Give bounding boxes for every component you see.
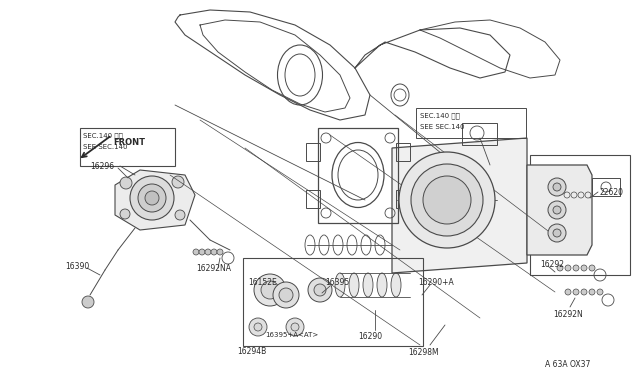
Polygon shape: [115, 170, 195, 230]
Bar: [318, 128, 398, 223]
Circle shape: [254, 323, 262, 331]
Text: SEC.140 参照: SEC.140 参照: [83, 132, 123, 139]
Text: 16395: 16395: [325, 278, 349, 287]
Text: 16298M: 16298M: [408, 348, 438, 357]
Text: 16290+A: 16290+A: [418, 278, 454, 287]
Circle shape: [211, 249, 217, 255]
Text: 16152E: 16152E: [248, 278, 276, 287]
Circle shape: [411, 164, 483, 236]
Circle shape: [120, 177, 132, 189]
Ellipse shape: [391, 273, 401, 297]
Ellipse shape: [335, 273, 345, 297]
Circle shape: [423, 176, 471, 224]
Text: 16395+A<AT>: 16395+A<AT>: [265, 332, 318, 338]
Circle shape: [261, 281, 279, 299]
Text: 16292NA: 16292NA: [196, 264, 231, 273]
Circle shape: [557, 265, 563, 271]
Circle shape: [193, 249, 199, 255]
Circle shape: [553, 206, 561, 214]
Circle shape: [565, 265, 571, 271]
Polygon shape: [527, 165, 592, 255]
Circle shape: [172, 176, 184, 188]
Circle shape: [120, 209, 130, 219]
Circle shape: [249, 318, 267, 336]
Text: FRONT: FRONT: [113, 138, 145, 147]
Bar: [80, 128, 175, 166]
Circle shape: [581, 289, 587, 295]
Ellipse shape: [349, 273, 359, 297]
Circle shape: [291, 323, 299, 331]
Bar: [243, 258, 423, 346]
Circle shape: [589, 289, 595, 295]
Circle shape: [589, 265, 595, 271]
Circle shape: [597, 289, 603, 295]
Text: 16292: 16292: [540, 260, 564, 269]
Circle shape: [548, 178, 566, 196]
Text: SEE SEC.140: SEE SEC.140: [83, 144, 127, 150]
Text: 16390: 16390: [65, 262, 89, 271]
Circle shape: [581, 265, 587, 271]
Circle shape: [573, 265, 579, 271]
Bar: [592, 178, 620, 196]
Bar: [462, 123, 497, 145]
Circle shape: [279, 288, 293, 302]
Circle shape: [548, 224, 566, 242]
Circle shape: [138, 184, 166, 212]
Ellipse shape: [363, 273, 373, 297]
Circle shape: [553, 183, 561, 191]
Bar: [396, 190, 410, 208]
Circle shape: [399, 152, 495, 248]
Bar: [530, 155, 630, 275]
Bar: [416, 108, 526, 138]
Bar: [396, 143, 410, 161]
Text: 16294B: 16294B: [237, 347, 266, 356]
Ellipse shape: [377, 273, 387, 297]
Circle shape: [82, 296, 94, 308]
Circle shape: [565, 289, 571, 295]
Circle shape: [254, 274, 286, 306]
Circle shape: [286, 318, 304, 336]
Text: A 63A OX37: A 63A OX37: [545, 360, 590, 369]
Bar: [306, 190, 320, 208]
Circle shape: [145, 191, 159, 205]
Text: 16296: 16296: [90, 162, 114, 171]
Circle shape: [314, 284, 326, 296]
Circle shape: [130, 176, 174, 220]
Circle shape: [573, 289, 579, 295]
Bar: [306, 143, 320, 161]
Circle shape: [175, 210, 185, 220]
Circle shape: [205, 249, 211, 255]
Circle shape: [217, 249, 223, 255]
Polygon shape: [392, 138, 527, 273]
Text: SEC.140 参照: SEC.140 参照: [420, 112, 460, 119]
Circle shape: [308, 278, 332, 302]
Circle shape: [548, 201, 566, 219]
Text: 16290: 16290: [358, 332, 382, 341]
Text: 16292N: 16292N: [553, 310, 583, 319]
Text: SEE SEC.140: SEE SEC.140: [420, 124, 465, 130]
Circle shape: [553, 229, 561, 237]
Circle shape: [199, 249, 205, 255]
Text: 22620: 22620: [600, 188, 624, 197]
Circle shape: [273, 282, 299, 308]
